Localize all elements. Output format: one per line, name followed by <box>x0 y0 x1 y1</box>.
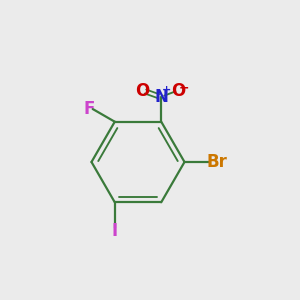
Text: N: N <box>154 88 168 106</box>
Text: +: + <box>162 85 171 94</box>
Text: O: O <box>136 82 150 100</box>
Text: Br: Br <box>206 153 227 171</box>
Text: I: I <box>112 222 118 240</box>
Text: −: − <box>178 81 189 94</box>
Text: F: F <box>84 100 95 118</box>
Text: O: O <box>171 82 185 100</box>
